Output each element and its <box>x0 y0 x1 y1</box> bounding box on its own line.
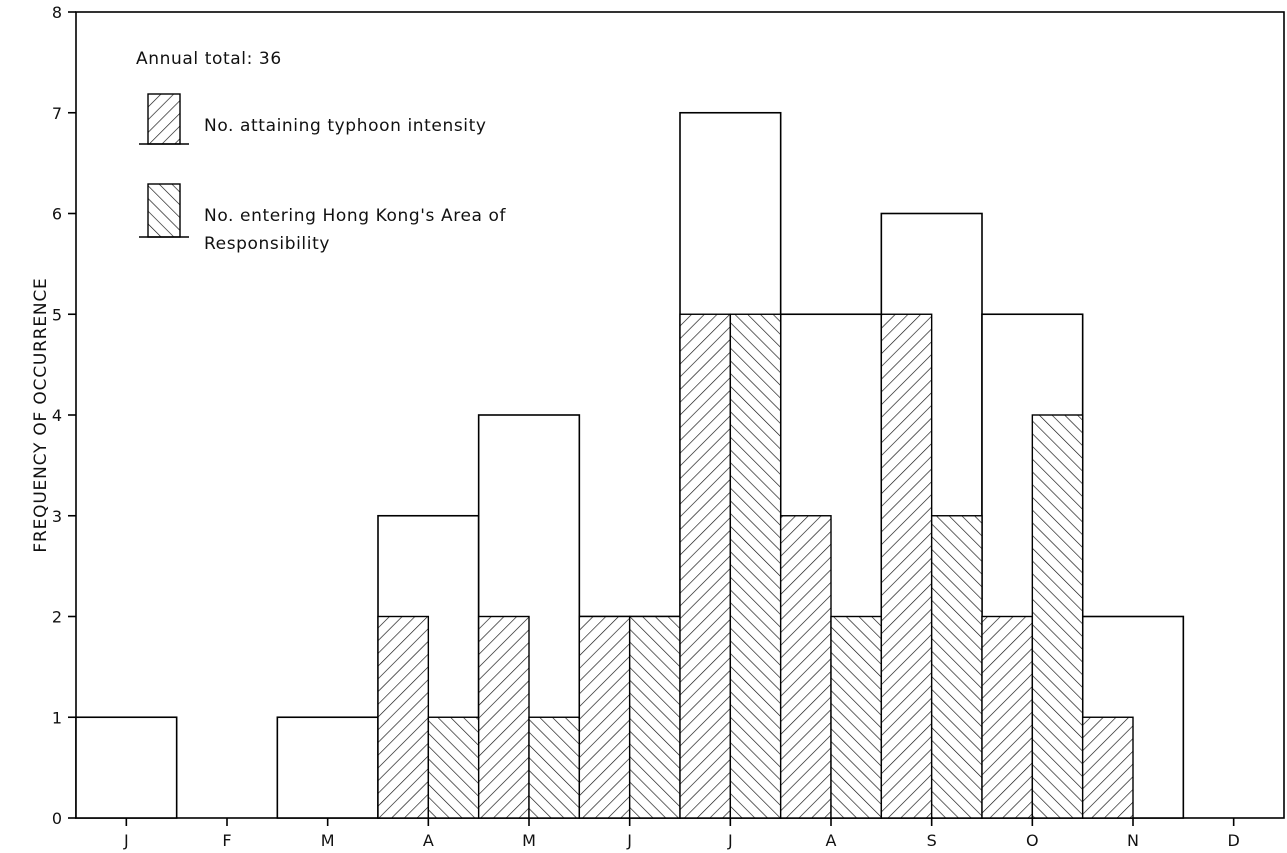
bar-typhoon-5 <box>578 615 631 819</box>
bar-typhoon-6 <box>679 313 732 819</box>
bar-entering-7 <box>830 615 883 819</box>
bar-entering-9 <box>1031 414 1084 819</box>
legend-swatch-typhoon <box>147 93 181 145</box>
x-tick-label-11: D <box>1228 831 1240 850</box>
y-tick-label-7: 7 <box>52 104 62 123</box>
legend-label-entering-line1: No. entering Hong Kong's Area of <box>204 206 507 226</box>
x-tick-label-7: A <box>826 831 837 850</box>
x-tick-label-5: J <box>626 831 632 850</box>
bar-typhoon-8 <box>880 313 933 819</box>
y-tick-label-6: 6 <box>52 205 62 224</box>
x-tick-label-10: N <box>1127 831 1139 850</box>
y-tick-label-1: 1 <box>52 708 62 727</box>
y-tick-label-3: 3 <box>52 507 62 526</box>
bar-typhoon-10 <box>1081 716 1134 819</box>
x-tick-label-2: M <box>321 831 335 850</box>
y-axis-label: FREQUENCY OF OCCURRENCE <box>31 277 51 552</box>
x-tick-label-9: O <box>1026 831 1039 850</box>
y-tick-label-0: 0 <box>52 809 62 828</box>
bar-typhoon-3 <box>377 615 430 819</box>
bar-typhoon-9 <box>981 615 1034 819</box>
bar-typhoon-7 <box>779 515 832 819</box>
x-tick-label-6: J <box>727 831 733 850</box>
bar-entering-8 <box>930 515 983 819</box>
x-tick-label-8: S <box>927 831 937 850</box>
y-tick-label-2: 2 <box>52 608 62 627</box>
bar-entering-4 <box>528 716 581 819</box>
hatched-bars <box>377 313 1134 819</box>
annual-total-annotation: Annual total: 36 <box>136 49 282 69</box>
x-tick-label-3: A <box>423 831 434 850</box>
y-tick-label-5: 5 <box>52 305 62 324</box>
bar-typhoon-4 <box>477 615 530 819</box>
y-tick-label-4: 4 <box>52 406 62 425</box>
y-axis-ticks: 0 1 2 3 4 5 6 7 8 <box>52 3 76 828</box>
bar-total-2 <box>276 716 379 819</box>
legend: No. attaining typhoon intensity No. ente… <box>139 93 507 254</box>
x-tick-label-0: J <box>123 831 129 850</box>
legend-label-entering-line2: Responsibility <box>204 234 330 254</box>
bar-entering-3 <box>427 716 480 819</box>
legend-swatch-entering <box>147 183 181 238</box>
legend-label-typhoon: No. attaining typhoon intensity <box>204 116 487 136</box>
x-tick-label-1: F <box>222 831 231 850</box>
y-tick-label-8: 8 <box>52 3 62 22</box>
x-tick-label-4: M <box>522 831 536 850</box>
bar-entering-6 <box>729 313 782 819</box>
bar-entering-5 <box>628 615 681 819</box>
bar-total-0 <box>75 716 178 819</box>
